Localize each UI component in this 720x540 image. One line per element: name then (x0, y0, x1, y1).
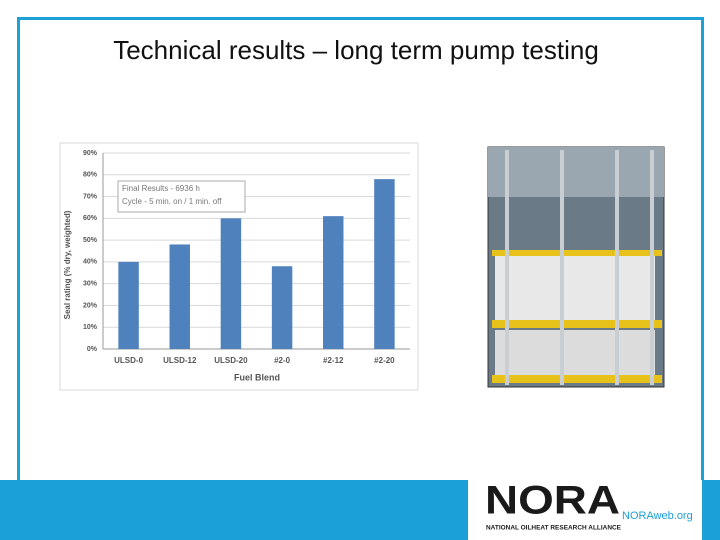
x-tick-label: ULSD-12 (163, 356, 197, 365)
y-tick-label: 60% (83, 215, 98, 222)
x-tick-label: #2-20 (374, 356, 395, 365)
y-tick-label: 10% (83, 324, 98, 331)
y-tick-label: 70% (83, 193, 98, 200)
footer-band (0, 480, 468, 540)
y-tick-label: 0% (87, 346, 98, 353)
x-tick-label: ULSD-20 (214, 356, 248, 365)
logo-org: NATIONAL OILHEAT RESEARCH ALLIANCE (486, 526, 621, 532)
bar (220, 218, 242, 349)
x-tick-label: #2-12 (323, 356, 344, 365)
logo: NORA (485, 479, 620, 523)
logo-site: NORAweb.org (622, 510, 693, 522)
bar (374, 179, 395, 349)
bar (323, 216, 344, 349)
photo (487, 146, 665, 388)
y-tick-label: 50% (83, 237, 98, 244)
logo-area (468, 480, 702, 540)
x-axis-label: Fuel Blend (234, 372, 280, 382)
y-tick-label: 90% (83, 150, 98, 157)
slide-title: Technical results – long term pump testi… (113, 35, 599, 65)
annotation: Cycle - 5 min. on / 1 min. off (122, 197, 222, 206)
footer-band-right (702, 480, 720, 540)
y-axis-label: Seal rating (% dry, weighted) (63, 210, 72, 319)
y-tick-label: 20% (83, 302, 98, 309)
y-tick-label: 40% (83, 259, 98, 266)
y-tick-label: 30% (83, 281, 98, 288)
annotation-box (117, 180, 246, 213)
bar (169, 244, 190, 349)
annotation: Final Results - 6936 h (122, 184, 200, 193)
x-tick-label: #2-0 (274, 356, 291, 365)
bar (271, 266, 293, 349)
y-tick-label: 80% (83, 172, 98, 179)
bar (118, 261, 139, 349)
x-tick-label: ULSD-0 (114, 356, 143, 365)
